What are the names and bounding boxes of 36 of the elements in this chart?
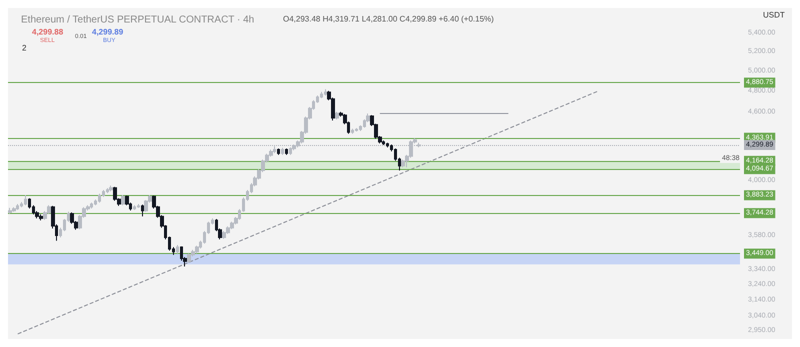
- candlestick: [109, 185, 113, 192]
- candlestick: [195, 245, 199, 254]
- candlestick: [106, 188, 109, 194]
- candlestick: [351, 128, 354, 134]
- text: O4,293.48 H4,319.71 L4,281.00 C4,299.89 +6.40 (+0.15%): [283, 14, 494, 24]
- candlestick: [90, 202, 93, 210]
- candlestick: [16, 203, 19, 210]
- candlestick: [386, 142, 389, 148]
- candlestick: [141, 204, 144, 217]
- candlestick: [324, 88, 327, 96]
- candlestick: [285, 148, 288, 156]
- text: Ethereum / TetherUS PERPETUAL CONTRACT · 4h: [21, 14, 254, 26]
- annotation: 2: [22, 44, 27, 52]
- candlestick: [230, 221, 234, 230]
- candlestick: [222, 230, 226, 240]
- candlestick: [277, 148, 280, 156]
- candlestick: [401, 159, 405, 168]
- text: USDT: [763, 10, 785, 20]
- candlestick: [320, 91, 323, 99]
- annotation: 4,299.89: [92, 28, 124, 36]
- candlestick: [24, 194, 27, 206]
- candlestick: [382, 140, 385, 146]
- candlestick: [176, 244, 179, 254]
- candlestick: [133, 204, 136, 210]
- candlestick: [226, 226, 230, 234]
- candlestick: [335, 111, 339, 120]
- candlestick: [98, 193, 101, 204]
- candlestick: [137, 203, 140, 208]
- candlestick: [187, 252, 191, 264]
- candlestick: [8, 207, 12, 214]
- candlestick: [121, 194, 125, 206]
- candlestick: [39, 214, 43, 221]
- candlestick: [281, 147, 284, 156]
- annotation: 4,299.88: [32, 28, 64, 36]
- candlestick: [12, 206, 16, 212]
- candlestick: [355, 128, 358, 132]
